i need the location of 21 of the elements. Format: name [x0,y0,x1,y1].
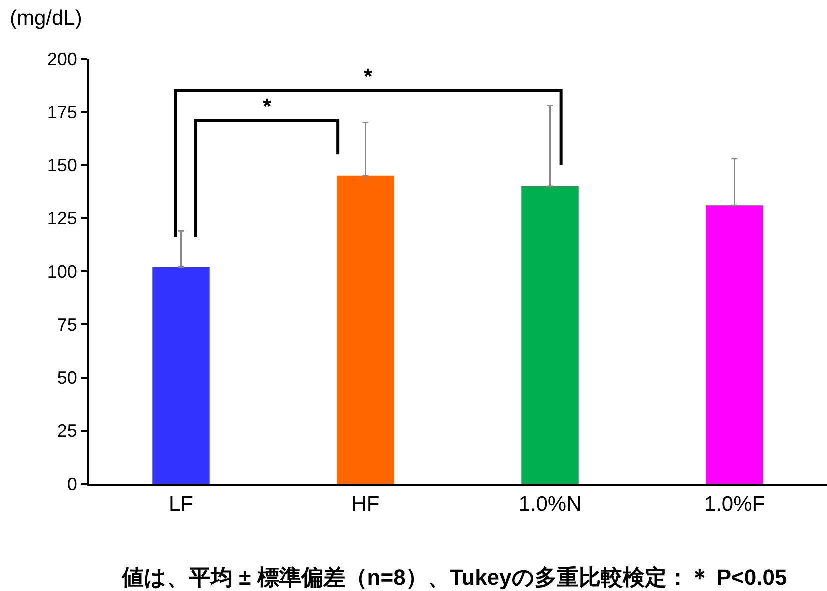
bar [337,176,394,484]
x-tick-label: LF [168,493,194,516]
annotation: * [364,64,373,89]
annotation: * [263,94,272,119]
y-tick-label: 125 [47,208,78,229]
y-tick-label: 175 [47,102,78,122]
y-tick-label: 25 [57,421,78,442]
y-tick-label: 150 [47,156,78,176]
y-tick-label: 0 [67,474,78,494]
x-tick-label: 1.0%N [518,493,582,516]
text: 値は、平均 ± 標準偏差（n=8）、Tukeyの多重比較検定：＊ P<0.05 [121,565,788,590]
y-tick-label: 100 [47,262,78,282]
bar [152,267,210,484]
y-tick-label: 200 [47,49,78,70]
bar [522,186,579,484]
y-axis-title: (mg/dL) [10,7,82,30]
y-tick-label: 75 [57,314,78,335]
x-tick-label: HF [352,493,380,516]
x-tick-label: 1.0%F [704,493,766,516]
y-tick-label: 50 [57,368,78,388]
bar [706,206,764,484]
